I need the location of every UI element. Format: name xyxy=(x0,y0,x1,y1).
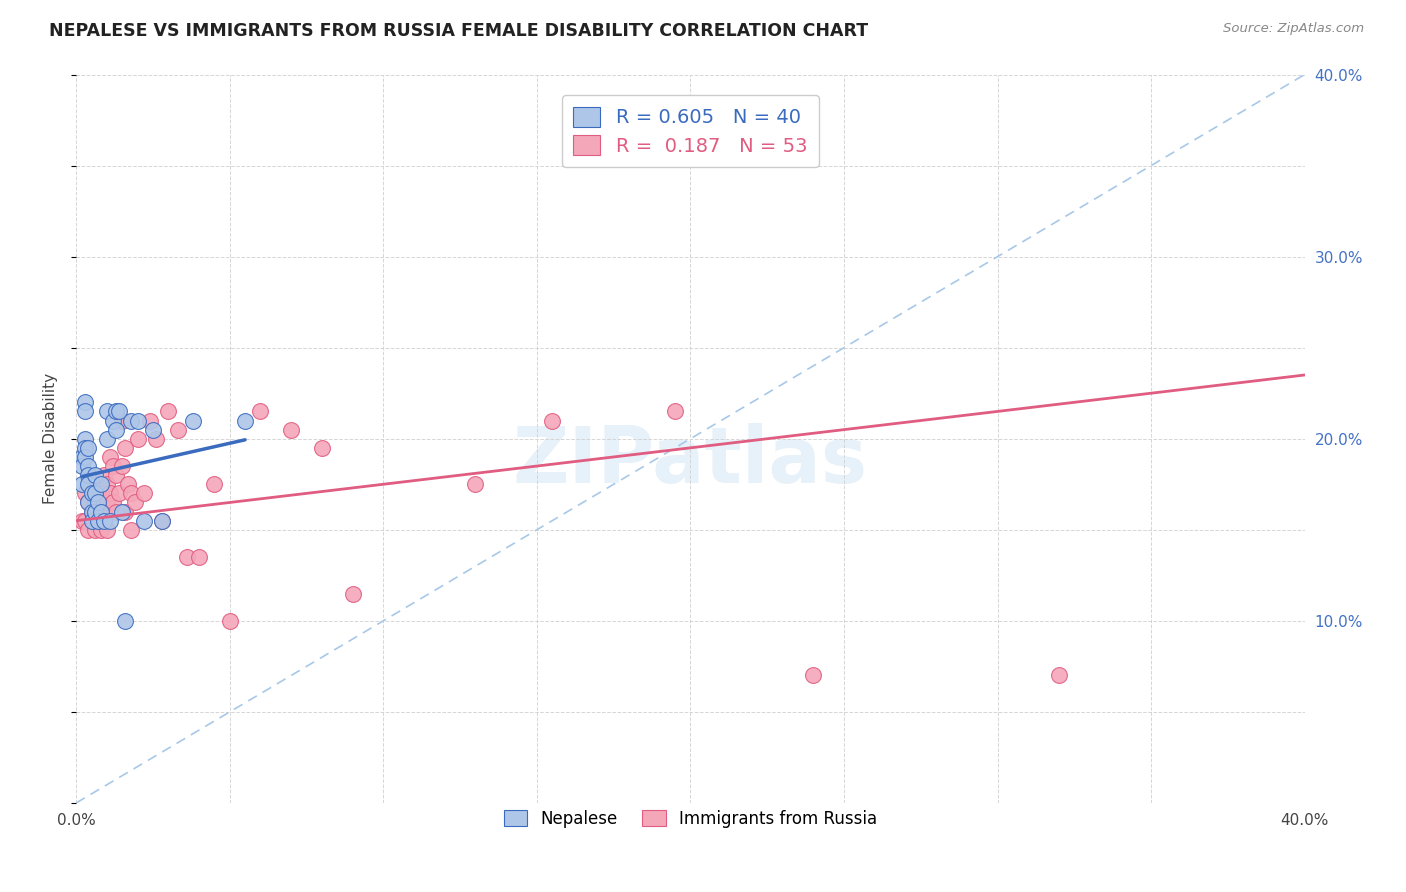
Point xyxy=(77,523,100,537)
Text: ZIPatlas: ZIPatlas xyxy=(513,423,868,499)
Point xyxy=(1047,668,1070,682)
Point xyxy=(90,505,112,519)
Text: Source: ZipAtlas.com: Source: ZipAtlas.com xyxy=(1223,22,1364,36)
Point xyxy=(142,423,165,437)
Point xyxy=(120,486,142,500)
Point xyxy=(541,413,564,427)
Point xyxy=(166,423,188,437)
Point xyxy=(90,523,112,537)
Point xyxy=(139,413,162,427)
Point xyxy=(101,458,124,473)
Point xyxy=(114,614,136,628)
Point xyxy=(96,495,118,509)
Y-axis label: Female Disability: Female Disability xyxy=(44,373,58,504)
Point xyxy=(101,495,124,509)
Point xyxy=(75,432,97,446)
Point xyxy=(464,477,486,491)
Point xyxy=(93,468,115,483)
Point xyxy=(105,423,128,437)
Point xyxy=(342,586,364,600)
Point xyxy=(188,550,211,565)
Point xyxy=(83,495,105,509)
Point xyxy=(181,413,204,427)
Point xyxy=(77,441,100,455)
Point xyxy=(72,450,94,464)
Point xyxy=(77,495,100,509)
Point xyxy=(132,486,155,500)
Text: NEPALESE VS IMMIGRANTS FROM RUSSIA FEMALE DISABILITY CORRELATION CHART: NEPALESE VS IMMIGRANTS FROM RUSSIA FEMAL… xyxy=(49,22,869,40)
Point xyxy=(77,468,100,483)
Point xyxy=(96,477,118,491)
Point xyxy=(80,486,103,500)
Point xyxy=(202,477,225,491)
Point xyxy=(105,505,128,519)
Point xyxy=(176,550,198,565)
Point xyxy=(75,450,97,464)
Point xyxy=(127,413,149,427)
Point xyxy=(105,404,128,418)
Point xyxy=(86,514,108,528)
Point xyxy=(127,432,149,446)
Point xyxy=(96,523,118,537)
Point xyxy=(120,413,142,427)
Point xyxy=(664,404,686,418)
Point xyxy=(124,495,146,509)
Point xyxy=(120,523,142,537)
Point xyxy=(98,486,121,500)
Point xyxy=(72,514,94,528)
Point xyxy=(75,404,97,418)
Point xyxy=(233,413,256,427)
Point xyxy=(83,523,105,537)
Point xyxy=(145,432,167,446)
Point xyxy=(249,404,271,418)
Point xyxy=(80,505,103,519)
Point xyxy=(93,505,115,519)
Point xyxy=(90,486,112,500)
Point xyxy=(77,495,100,509)
Point xyxy=(111,413,134,427)
Point xyxy=(280,423,302,437)
Point xyxy=(150,514,173,528)
Point xyxy=(75,514,97,528)
Point xyxy=(83,468,105,483)
Point xyxy=(132,514,155,528)
Point xyxy=(75,441,97,455)
Point xyxy=(86,495,108,509)
Legend: Nepalese, Immigrants from Russia: Nepalese, Immigrants from Russia xyxy=(496,804,884,835)
Point xyxy=(108,404,131,418)
Point xyxy=(801,668,824,682)
Point xyxy=(86,514,108,528)
Point xyxy=(80,477,103,491)
Point xyxy=(108,486,131,500)
Point xyxy=(96,432,118,446)
Point xyxy=(157,404,180,418)
Point xyxy=(101,413,124,427)
Point xyxy=(90,477,112,491)
Point xyxy=(93,514,115,528)
Point xyxy=(111,458,134,473)
Point xyxy=(83,505,105,519)
Point xyxy=(96,404,118,418)
Point xyxy=(114,505,136,519)
Point xyxy=(86,477,108,491)
Point xyxy=(218,614,240,628)
Point xyxy=(114,441,136,455)
Point xyxy=(98,514,121,528)
Point xyxy=(150,514,173,528)
Point xyxy=(72,458,94,473)
Point xyxy=(83,486,105,500)
Point xyxy=(80,505,103,519)
Point xyxy=(311,441,333,455)
Point xyxy=(75,395,97,409)
Point xyxy=(80,514,103,528)
Point xyxy=(105,468,128,483)
Point xyxy=(98,450,121,464)
Point xyxy=(77,458,100,473)
Point xyxy=(77,477,100,491)
Point xyxy=(72,477,94,491)
Point xyxy=(111,505,134,519)
Point xyxy=(117,477,139,491)
Point xyxy=(75,486,97,500)
